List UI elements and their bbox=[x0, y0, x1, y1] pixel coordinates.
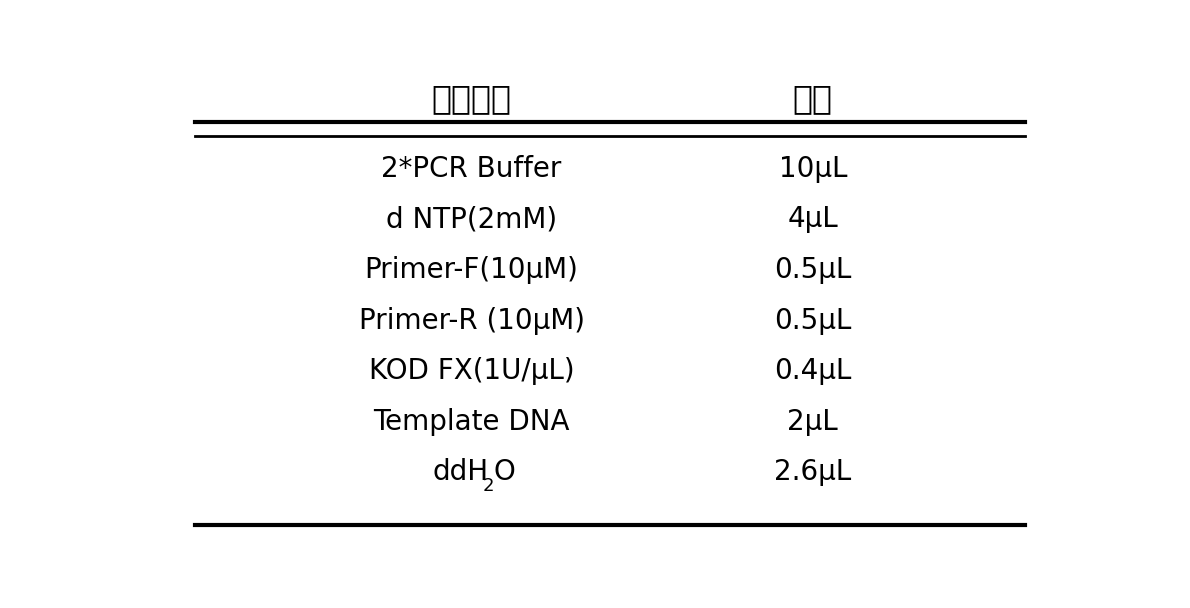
Text: KOD FX(1U/μL): KOD FX(1U/μL) bbox=[369, 357, 575, 385]
Text: d NTP(2mM): d NTP(2mM) bbox=[386, 206, 557, 233]
Text: Template DNA: Template DNA bbox=[374, 408, 570, 436]
Text: 4μL: 4μL bbox=[788, 206, 838, 233]
Text: 2μL: 2μL bbox=[788, 408, 838, 436]
Text: Primer-F(10μM): Primer-F(10μM) bbox=[364, 256, 578, 284]
Text: 2: 2 bbox=[482, 477, 494, 496]
Text: ddH: ddH bbox=[432, 458, 489, 486]
Text: 0.4μL: 0.4μL bbox=[774, 357, 852, 385]
Text: 2.6μL: 2.6μL bbox=[775, 458, 851, 486]
Text: 0.5μL: 0.5μL bbox=[774, 256, 852, 284]
Text: Primer-R (10μM): Primer-R (10μM) bbox=[358, 306, 584, 334]
Text: O: O bbox=[494, 458, 515, 486]
Text: 0.5μL: 0.5μL bbox=[774, 306, 852, 334]
Text: 试剂名称: 试剂名称 bbox=[432, 82, 512, 115]
Text: 2*PCR Buffer: 2*PCR Buffer bbox=[381, 155, 562, 183]
Text: 用量: 用量 bbox=[793, 82, 833, 115]
Text: 10μL: 10μL bbox=[778, 155, 847, 183]
